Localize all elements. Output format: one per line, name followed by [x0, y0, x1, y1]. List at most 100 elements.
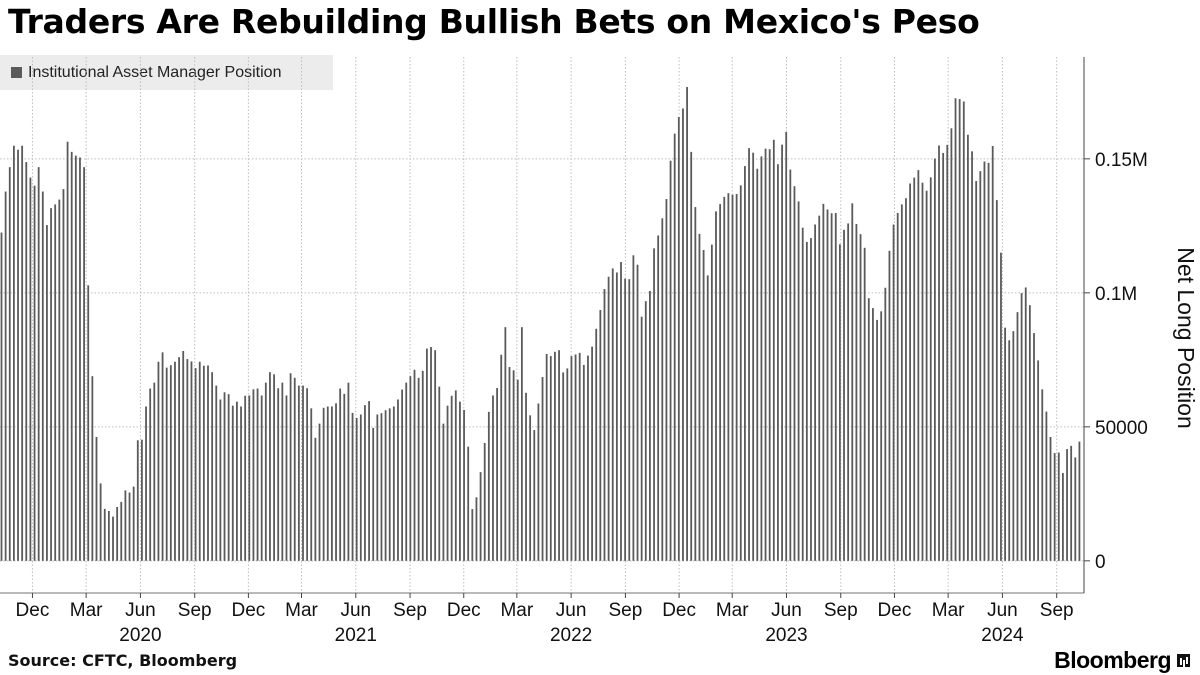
- bar: [545, 353, 548, 561]
- bar: [1057, 452, 1060, 561]
- bar: [310, 408, 313, 561]
- x-tick-label: Jun: [771, 600, 802, 621]
- bar: [814, 224, 817, 561]
- bar: [863, 247, 866, 561]
- bar: [471, 509, 474, 561]
- bar: [417, 377, 420, 561]
- bar: [153, 382, 156, 561]
- bar: [322, 407, 325, 561]
- bar: [822, 203, 825, 561]
- bar: [855, 223, 858, 561]
- bar: [487, 411, 490, 561]
- bar: [112, 516, 114, 561]
- bar: [314, 437, 317, 561]
- x-tick-label: Mar: [285, 600, 318, 621]
- bar: [731, 194, 734, 561]
- bar: [772, 139, 775, 561]
- bar: [467, 446, 470, 561]
- bar: [376, 414, 379, 561]
- bar: [954, 98, 957, 561]
- bar: [289, 373, 292, 561]
- x-year-label: 2020: [119, 625, 161, 646]
- bar: [240, 406, 242, 561]
- bar: [599, 309, 602, 561]
- bar: [1028, 305, 1031, 561]
- bar: [103, 508, 106, 561]
- bar: [401, 389, 404, 561]
- bar: [958, 99, 961, 561]
- bar: [896, 212, 899, 561]
- bar: [983, 161, 986, 561]
- bar: [252, 389, 255, 561]
- bar: [900, 204, 903, 561]
- bar: [302, 385, 304, 561]
- bar: [578, 352, 581, 561]
- bar: [975, 181, 978, 561]
- bar: [793, 186, 796, 561]
- bar: [211, 372, 214, 561]
- bar: [801, 227, 804, 561]
- bar: [149, 388, 152, 561]
- bar: [297, 385, 300, 561]
- bar: [698, 233, 701, 561]
- bar: [62, 189, 65, 561]
- bar: [995, 200, 998, 561]
- axes: 0 50000 0.1M 0.15M Dec Mar Jun Sep Dec Mar Jun Sep D…: [0, 57, 1199, 646]
- bar: [942, 152, 945, 561]
- bar: [384, 410, 387, 561]
- bar: [446, 405, 449, 561]
- bar: [248, 395, 251, 561]
- bar: [1016, 312, 1019, 561]
- bar: [41, 191, 44, 561]
- bar: [611, 268, 614, 561]
- x-tick-label: Dec: [878, 600, 912, 621]
- bar: [207, 365, 209, 561]
- bar: [892, 224, 895, 561]
- y-axis-title: Net Long Position: [1173, 247, 1199, 429]
- bar: [562, 372, 565, 561]
- bar: [665, 199, 668, 561]
- bar: [161, 352, 164, 561]
- bar: [525, 392, 527, 561]
- bar: [933, 158, 936, 561]
- bar: [677, 117, 680, 561]
- bar: [810, 238, 812, 561]
- x-year-label: 2023: [765, 625, 807, 646]
- x-tick-label: Sep: [609, 600, 643, 621]
- bar: [884, 287, 887, 561]
- bar: [178, 357, 180, 561]
- bar: [293, 377, 296, 561]
- x-tick-label: Sep: [178, 600, 212, 621]
- bar: [219, 399, 222, 561]
- brand-name: Bloomberg: [1054, 647, 1171, 673]
- bar: [281, 382, 284, 561]
- bar: [359, 414, 362, 561]
- bar: [735, 193, 738, 561]
- bar: [805, 241, 808, 561]
- bar: [1020, 293, 1023, 561]
- bar: [719, 204, 722, 561]
- bar: [87, 285, 90, 561]
- bar: [566, 368, 569, 561]
- bar: [128, 492, 131, 561]
- bar: [607, 276, 610, 561]
- bar: [913, 177, 916, 561]
- bar: [116, 506, 119, 561]
- bar: [876, 319, 878, 561]
- x-tick-label: Dec: [16, 600, 50, 621]
- bar: [777, 164, 779, 561]
- bar: [1037, 360, 1040, 561]
- bar: [95, 437, 98, 561]
- bar: [364, 405, 366, 561]
- bar: [1049, 437, 1052, 561]
- bar: [872, 308, 874, 561]
- bar: [512, 370, 515, 561]
- bar: [479, 472, 482, 561]
- bar: [1033, 333, 1035, 561]
- bar: [756, 168, 759, 561]
- bar: [190, 361, 193, 561]
- bar: [558, 350, 560, 561]
- bar: [1024, 287, 1027, 561]
- bar: [21, 145, 24, 561]
